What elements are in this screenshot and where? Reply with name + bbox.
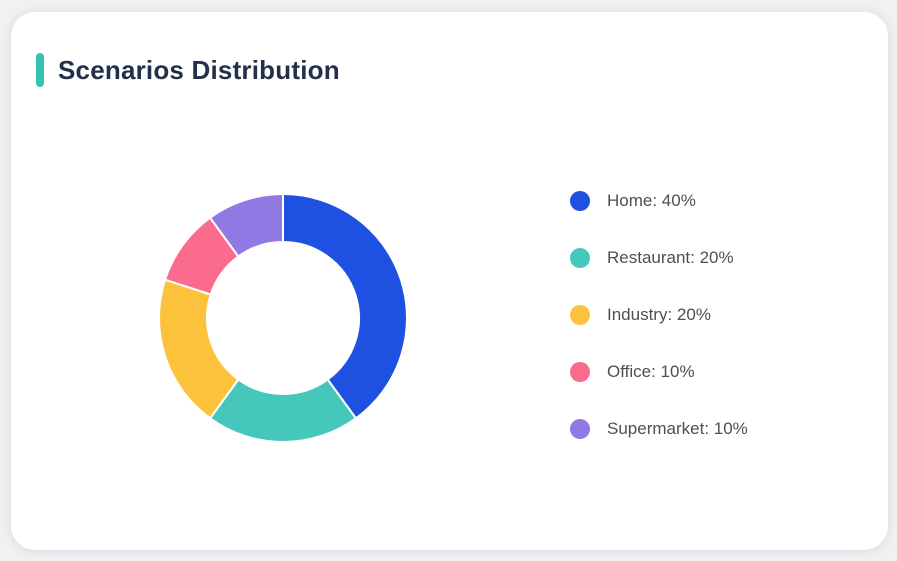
legend-label: Office: 10% bbox=[607, 362, 695, 381]
page-title: Scenarios Distribution bbox=[58, 54, 340, 85]
card-header: Scenarios Distribution bbox=[36, 53, 340, 87]
legend-label: Restaurant: 20% bbox=[607, 248, 734, 267]
scenarios-distribution-card: Scenarios Distribution Home: 40% Restaura… bbox=[11, 12, 888, 550]
legend-label: Home: 40% bbox=[607, 191, 696, 210]
pie-slice-home[interactable] bbox=[282, 192, 408, 420]
legend-dot-supermarket bbox=[570, 419, 590, 439]
legend-item-restaurant[interactable]: Restaurant: 20% bbox=[570, 245, 748, 271]
pie-slice-industry[interactable] bbox=[158, 278, 240, 420]
legend-dot-industry bbox=[570, 305, 590, 325]
legend-label: Supermarket: 10% bbox=[607, 419, 748, 438]
legend-item-home[interactable]: Home: 40% bbox=[570, 188, 748, 214]
legend-dot-restaurant bbox=[570, 248, 590, 268]
legend-item-industry[interactable]: Industry: 20% bbox=[570, 302, 748, 328]
legend-item-supermarket[interactable]: Supermarket: 10% bbox=[570, 416, 748, 442]
legend-label: Industry: 20% bbox=[607, 305, 711, 324]
legend-item-office[interactable]: Office: 10% bbox=[570, 359, 748, 385]
pie-slice-supermarket[interactable] bbox=[208, 192, 284, 258]
title-accent-bar bbox=[36, 53, 44, 87]
donut-chart bbox=[158, 192, 408, 443]
chart-legend: Home: 40% Restaurant: 20% Industry: 20% Off… bbox=[570, 188, 748, 442]
legend-dot-home bbox=[570, 191, 590, 211]
legend-dot-office bbox=[570, 362, 590, 382]
